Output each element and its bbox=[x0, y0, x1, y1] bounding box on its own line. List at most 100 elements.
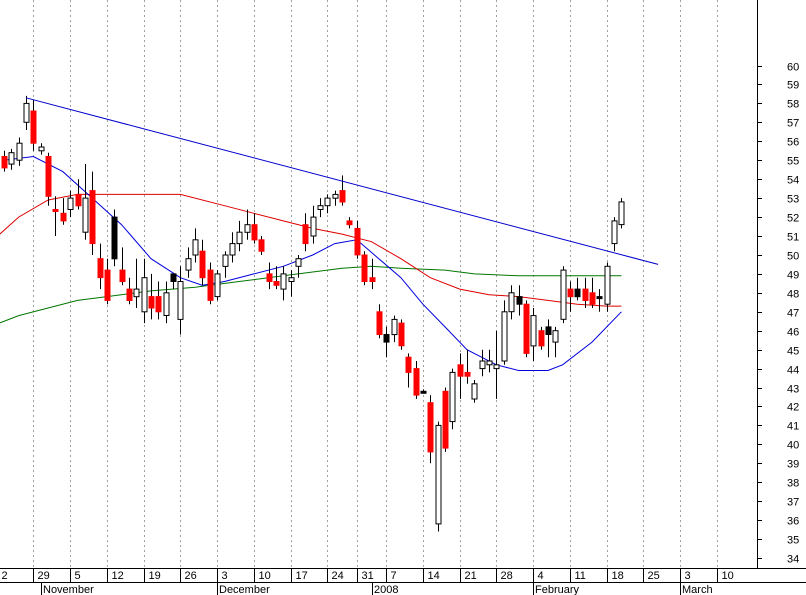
candle-body bbox=[89, 190, 96, 245]
candle bbox=[530, 308, 537, 361]
candle bbox=[346, 217, 353, 229]
candle-body bbox=[582, 288, 589, 302]
x-tick-label: 19 bbox=[149, 570, 161, 582]
x-tick-label: 31 bbox=[362, 570, 374, 582]
candle-body bbox=[1, 156, 8, 169]
candle bbox=[141, 258, 148, 324]
candle bbox=[82, 164, 89, 240]
candle bbox=[501, 300, 508, 365]
candle bbox=[60, 198, 67, 225]
candle-body bbox=[288, 277, 295, 283]
x-tick-label: 2 bbox=[2, 570, 8, 582]
candle-body bbox=[376, 311, 383, 335]
month-label: March bbox=[682, 584, 713, 595]
candle-body bbox=[545, 326, 552, 335]
candle bbox=[405, 353, 412, 388]
candle-body bbox=[229, 243, 236, 256]
candle bbox=[493, 330, 500, 399]
candle bbox=[552, 326, 559, 358]
candle bbox=[295, 255, 302, 278]
candle bbox=[214, 270, 221, 301]
y-tick-label: 42 bbox=[787, 402, 799, 414]
candle bbox=[413, 361, 420, 399]
candle bbox=[302, 213, 309, 252]
candle bbox=[163, 281, 170, 324]
candle bbox=[420, 389, 427, 394]
candle bbox=[376, 304, 383, 339]
candle bbox=[170, 273, 177, 290]
candle-body bbox=[192, 239, 199, 256]
candle-body bbox=[82, 197, 89, 233]
candle bbox=[582, 277, 589, 308]
x-tick-label: 21 bbox=[465, 570, 477, 582]
y-tick-label: 52 bbox=[787, 213, 799, 225]
candle bbox=[111, 209, 118, 267]
trendline-layer bbox=[25, 97, 659, 265]
candle-body bbox=[126, 288, 133, 302]
candle-body bbox=[449, 371, 456, 423]
candle-body bbox=[574, 288, 581, 298]
ma-short-line bbox=[3, 155, 622, 371]
candle-body bbox=[383, 334, 390, 343]
candle bbox=[317, 198, 324, 218]
candle-body bbox=[133, 288, 140, 298]
y-tick-label: 44 bbox=[787, 365, 799, 377]
candle bbox=[435, 421, 442, 532]
candle-body bbox=[222, 254, 229, 267]
candle-body bbox=[280, 273, 287, 290]
x-tick-label: 5 bbox=[75, 570, 81, 582]
candle bbox=[324, 194, 331, 214]
candle bbox=[273, 266, 280, 290]
axes bbox=[0, 0, 806, 583]
candle bbox=[23, 95, 30, 130]
candle bbox=[464, 349, 471, 384]
y-tick-label: 46 bbox=[787, 327, 799, 339]
candle-body bbox=[405, 356, 412, 373]
candle-body bbox=[413, 368, 420, 396]
moving-averages bbox=[0, 155, 622, 371]
candle-body bbox=[346, 220, 353, 226]
candle-body bbox=[420, 390, 427, 394]
candle bbox=[471, 380, 478, 403]
candle-body bbox=[207, 269, 214, 301]
candle bbox=[52, 196, 59, 236]
x-tick-label: 17 bbox=[296, 570, 308, 582]
candle-body bbox=[427, 402, 434, 453]
candle-body bbox=[501, 311, 508, 362]
candle bbox=[16, 137, 23, 166]
candle bbox=[30, 99, 37, 151]
y-tick-label: 38 bbox=[787, 478, 799, 490]
candle-body bbox=[361, 254, 368, 282]
candle-body bbox=[310, 216, 317, 237]
candle bbox=[589, 277, 596, 308]
candle bbox=[45, 152, 52, 206]
y-tick-label: 53 bbox=[787, 194, 799, 206]
candle-body bbox=[339, 190, 346, 203]
x-tick-label: 3 bbox=[222, 570, 228, 582]
candle-body bbox=[258, 239, 265, 252]
candle bbox=[523, 300, 530, 358]
candle bbox=[383, 326, 390, 358]
candle-body bbox=[266, 273, 273, 282]
candles bbox=[1, 95, 625, 532]
candle-body bbox=[185, 258, 192, 271]
candle-body bbox=[457, 364, 464, 377]
candle-body bbox=[435, 424, 442, 525]
x-tick-label: 25 bbox=[648, 570, 660, 582]
candle bbox=[89, 171, 96, 255]
y-tick-label: 59 bbox=[787, 80, 799, 92]
candle bbox=[567, 281, 574, 312]
candle bbox=[38, 143, 45, 155]
candle-body bbox=[141, 277, 148, 313]
candle bbox=[280, 266, 287, 301]
candle bbox=[310, 205, 317, 244]
candle bbox=[427, 395, 434, 464]
candle bbox=[251, 213, 258, 244]
candle-body bbox=[604, 265, 611, 305]
candle bbox=[574, 277, 581, 301]
y-tick-label: 37 bbox=[787, 497, 799, 509]
candle bbox=[155, 281, 162, 320]
candle-body bbox=[236, 231, 243, 245]
candle-body bbox=[317, 205, 324, 210]
